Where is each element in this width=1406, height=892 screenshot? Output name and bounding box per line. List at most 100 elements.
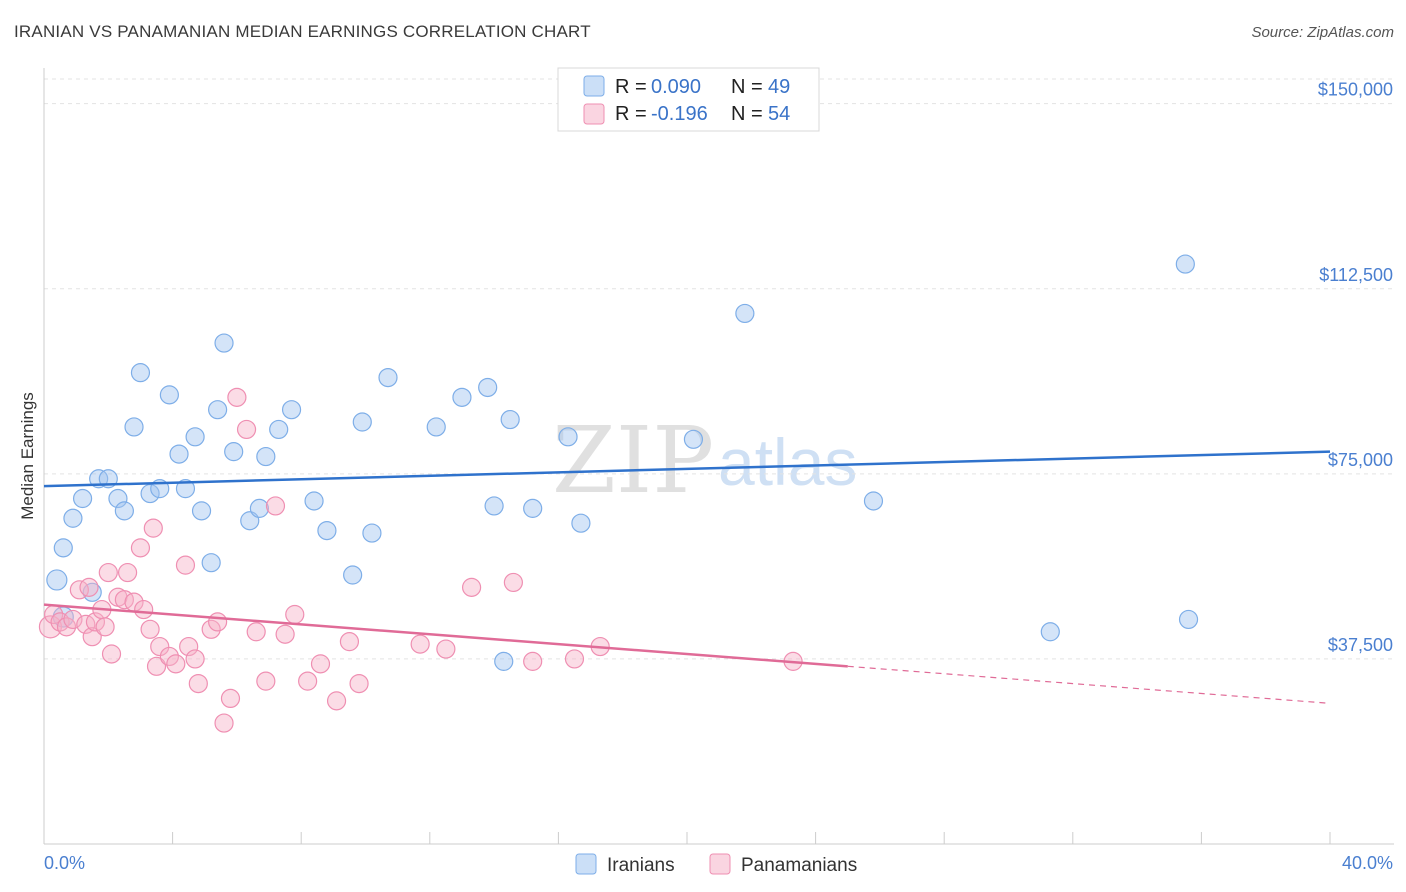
legend-r-label-iranians: R = [615, 76, 647, 98]
iranian-point-29 [317, 520, 337, 541]
iranian-point-24 [249, 498, 270, 518]
panamanian-point-38 [265, 496, 286, 516]
panamanian-point-9 [85, 612, 106, 632]
series-panamanians [38, 387, 803, 733]
panamanian-point-19 [134, 599, 154, 620]
legend-n-value-iranians: 49 [768, 76, 790, 98]
panamanian-point-37 [256, 671, 276, 691]
panamanian-point-48 [461, 577, 482, 597]
iranian-point-22 [224, 442, 244, 462]
legend-r-value-iranians: 0.090 [651, 76, 701, 98]
iranian-point-36 [478, 377, 498, 398]
iranian-point-31 [352, 412, 372, 432]
panamanian-point-22 [146, 656, 167, 676]
iranian-point-27 [281, 400, 302, 420]
y-tick-label-2: $112,500 [1319, 265, 1393, 285]
legend-swatch-panamanians [583, 103, 605, 125]
iranian-point-25 [256, 446, 276, 467]
panamanian-point-45 [349, 673, 369, 694]
panamanian-point-3 [56, 617, 77, 637]
panamanian-point-40 [285, 604, 305, 625]
panamanian-trend-line [43, 603, 848, 668]
iranian-point-33 [378, 367, 398, 388]
legend-n-label-panamanians: N = [731, 103, 763, 125]
iranian-point-28 [304, 491, 324, 511]
panamanian-point-35 [236, 419, 257, 440]
legend-n-label-iranians: N = [731, 76, 763, 98]
iranian-point-6 [89, 469, 109, 489]
iranian-point-34 [426, 417, 446, 437]
chart-source: Source: ZipAtlas.com [1251, 24, 1394, 41]
watermark: ZIP atlas [552, 407, 857, 514]
iranian-trend-line [43, 450, 1331, 488]
panamanian-point-23 [150, 636, 170, 657]
panamanian-point-30 [201, 619, 221, 639]
legend-r-label-panamanians: R = [615, 103, 647, 125]
iranian-point-12 [140, 483, 160, 504]
y-tick-labels: $37,500 $75,000 $112,500 $150,000 [1318, 80, 1393, 655]
iranian-point-40 [523, 498, 543, 518]
panamanian-point-31 [208, 612, 228, 632]
panamanian-point-39 [275, 624, 295, 644]
iranian-point-39 [500, 409, 520, 430]
panamanian-point-13 [101, 644, 122, 664]
panamanian-point-44 [339, 632, 360, 652]
x-ticks [43, 832, 1331, 844]
x-tick-label-max: 40.0% [1342, 853, 1393, 873]
bottom-legend-label-iranians: Iranians [607, 855, 675, 876]
panamanian-point-51 [564, 649, 585, 669]
panamanian-point-25 [166, 654, 186, 674]
iranian-point-9 [114, 501, 134, 521]
panamanian-point-47 [436, 639, 456, 659]
panamanian-point-20 [140, 619, 160, 639]
iranian-point-8 [108, 488, 128, 509]
bottom-legend-swatch-iranians [575, 853, 597, 875]
iranian-point-37 [484, 496, 504, 516]
iranian-point-18 [191, 501, 212, 521]
panamanian-trend-extension [847, 665, 1331, 704]
panamanian-point-21 [143, 518, 163, 538]
iranian-point-21 [214, 333, 234, 353]
panamanian-point-11 [95, 617, 115, 637]
panamanian-point-24 [159, 646, 179, 667]
panamanian-point-50 [523, 651, 543, 671]
panamanian-point-8 [82, 627, 102, 647]
iranian-point-17 [185, 427, 205, 447]
y-tick-label-0: $37,500 [1328, 635, 1393, 655]
iranian-point-48 [1178, 609, 1199, 630]
iranian-point-41 [558, 427, 578, 447]
iranian-point-20 [208, 400, 228, 420]
iranian-point-42 [571, 513, 591, 533]
panamanian-point-41 [298, 671, 318, 691]
iranian-point-15 [169, 444, 189, 464]
iranian-point-45 [863, 491, 884, 511]
iranian-point-35 [452, 387, 472, 407]
iranian-point-46 [1040, 622, 1060, 642]
panamanian-point-4 [63, 609, 83, 630]
series-iranians [46, 254, 1199, 671]
iranian-point-10 [124, 417, 144, 437]
top-legend: R = 0.090 N = 49 R = -0.196 N = 54 [557, 67, 820, 132]
x-tick-label-min: 0.0% [44, 853, 85, 873]
panamanian-point-27 [179, 636, 199, 657]
iranian-point-43 [683, 429, 704, 449]
trend-lines [43, 450, 1331, 704]
iranian-point-4 [72, 488, 93, 509]
iranian-point-2 [53, 538, 73, 558]
panamanian-point-34 [227, 387, 247, 407]
iranian-point-0 [46, 569, 68, 591]
iranian-point-14 [159, 385, 179, 405]
y-axis-label: Median Earnings [18, 392, 37, 520]
iranian-point-11 [130, 363, 151, 383]
iranian-point-26 [269, 419, 289, 440]
gridlines [44, 78, 1394, 660]
iranian-point-16 [175, 479, 196, 499]
iranian-point-47 [1175, 254, 1195, 274]
panamanian-point-18 [130, 538, 151, 558]
iranian-point-44 [735, 303, 755, 324]
panamanian-point-28 [185, 649, 205, 669]
legend-r-value-panamanians: -0.196 [651, 103, 708, 125]
panamanian-point-42 [310, 654, 331, 674]
panamanian-point-46 [410, 634, 430, 654]
